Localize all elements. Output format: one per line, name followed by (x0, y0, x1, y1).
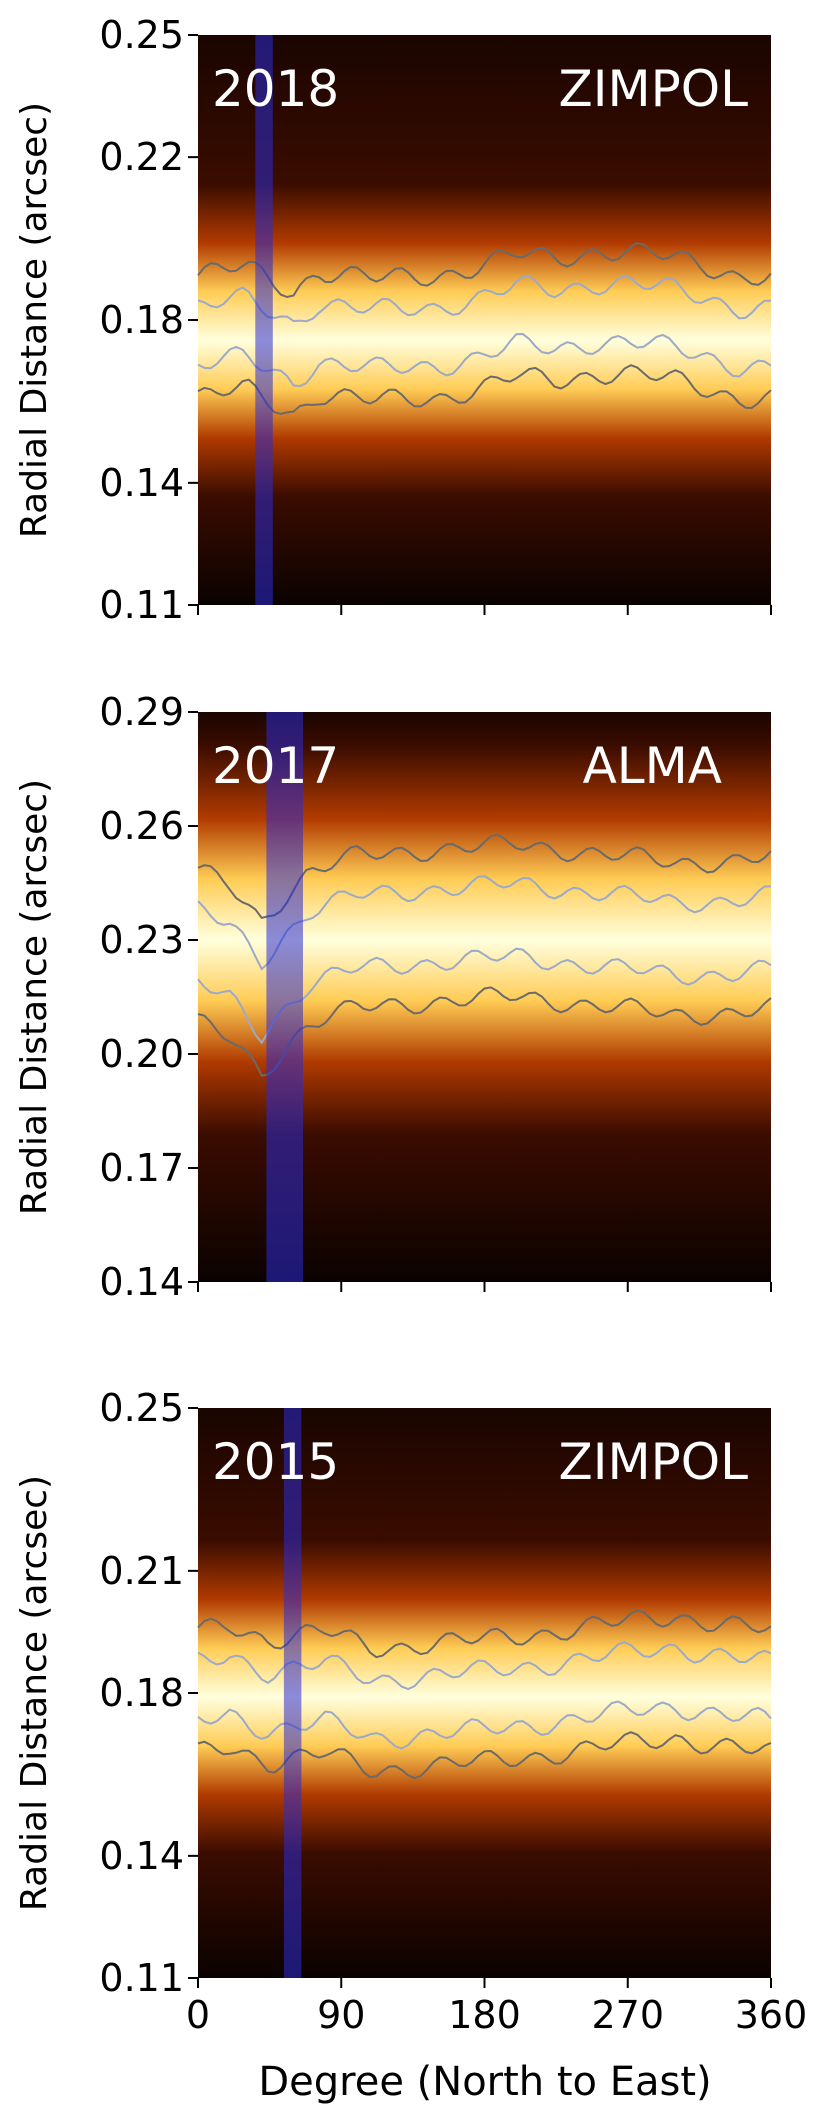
contour-line (197, 241, 772, 299)
panel-2018-y-ticks: 0.25 0.22 0.18 0.14 0.11 (99, 13, 198, 627)
panel-2018-y-axis-title: Radial Distance (arcsec) (14, 102, 55, 538)
x-tick-label: 180 (448, 1993, 521, 2037)
y-tick-label: 0.14 (99, 461, 184, 505)
y-tick-label: 0.11 (99, 583, 184, 627)
panel-2018-heatmap (198, 35, 771, 605)
panel-2017-instrument-label: ALMA (583, 737, 722, 795)
y-tick-label: 0.11 (99, 1956, 184, 2000)
panel-2015-y-axis-title: Radial Distance (arcsec) (14, 1475, 55, 1911)
panel-2017-y-ticks: 0.29 0.26 0.23 0.20 0.17 0.14 (99, 690, 198, 1304)
contour-line (197, 332, 772, 388)
panel-2018-contours (197, 241, 772, 415)
panel-2017: 0.29 0.26 0.23 0.20 0.17 0.14 2017 ALMA Radia… (14, 690, 772, 1304)
y-tick-label: 0.23 (99, 918, 184, 962)
x-tick-label: 270 (591, 1993, 664, 2037)
y-tick-label: 0.18 (99, 298, 184, 342)
panel-2017-x-ticks (197, 1282, 772, 1292)
panel-2017-highlight-band (266, 712, 303, 1282)
panel-2018-x-ticks (197, 605, 772, 615)
panel-2018-instrument-label: ZIMPOL (558, 60, 748, 118)
panel-2018: 0.25 0.22 0.18 0.14 0.11 2018 ZIMPOL Radial … (14, 13, 772, 627)
panel-2015-year-label: 2015 (212, 1433, 339, 1491)
panel-2015-x-ticks: 0 90 180 270 360 (186, 1978, 807, 2037)
panel-2015-highlight-band (283, 1408, 302, 1978)
x-tick-label: 360 (735, 1993, 808, 2037)
heatmap-fill (198, 35, 771, 605)
x-axis-title: Degree (North to East) (258, 2059, 711, 2105)
panel-2015-y-ticks: 0.25 0.21 0.18 0.14 0.11 (99, 1386, 198, 2000)
panel-2018-year-label: 2018 (212, 60, 339, 118)
y-tick-label: 0.25 (99, 13, 184, 57)
panel-2017-year-label: 2017 (212, 737, 339, 795)
contour-line (197, 364, 772, 415)
panel-2015: 0.25 0.21 0.18 0.14 0.11 0 90 180 270 360 2015 Z… (14, 1386, 807, 2105)
y-tick-label: 0.26 (99, 804, 184, 848)
y-tick-label: 0.14 (99, 1260, 184, 1304)
y-tick-label: 0.22 (99, 135, 184, 179)
y-tick-label: 0.14 (99, 1834, 184, 1878)
y-tick-label: 0.20 (99, 1032, 184, 1076)
contour-line (197, 274, 772, 323)
y-tick-label: 0.29 (99, 690, 184, 734)
panel-2018-highlight-band (255, 35, 273, 605)
panel-2017-y-axis-title: Radial Distance (arcsec) (14, 779, 55, 1215)
y-tick-label: 0.21 (99, 1549, 184, 1593)
y-tick-label: 0.25 (99, 1386, 184, 1430)
x-tick-label: 0 (186, 1993, 210, 2037)
y-tick-label: 0.17 (99, 1146, 184, 1190)
panel-2015-instrument-label: ZIMPOL (558, 1433, 748, 1491)
x-tick-label: 90 (317, 1993, 365, 2037)
y-tick-label: 0.18 (99, 1671, 184, 1715)
